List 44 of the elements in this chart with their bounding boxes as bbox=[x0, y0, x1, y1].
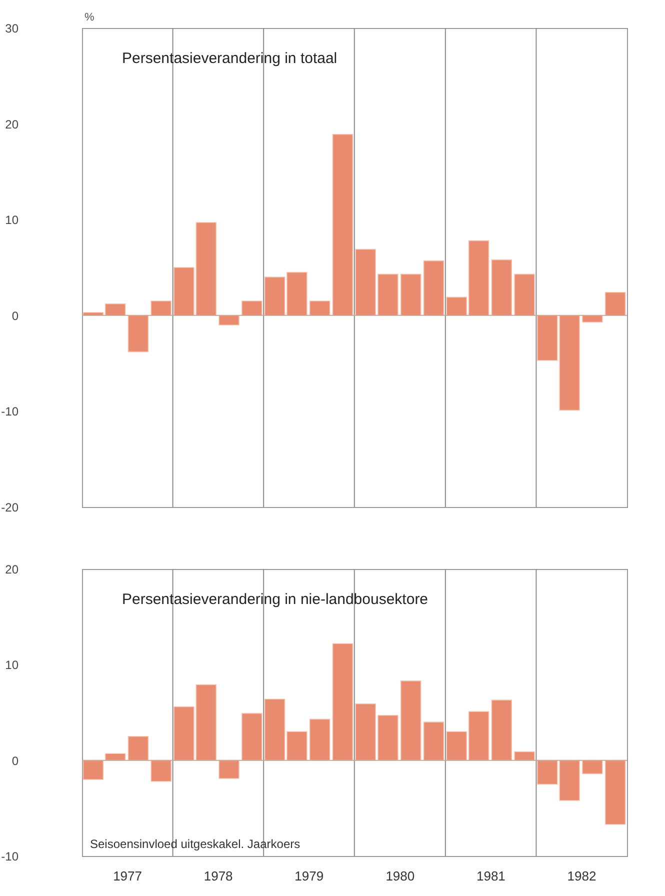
bar bbox=[332, 643, 354, 761]
text: Persentasieverandering in nie-landbousektore bbox=[122, 591, 428, 608]
bar bbox=[423, 722, 444, 761]
bar bbox=[582, 760, 603, 774]
x-tick-label: 1979 bbox=[294, 868, 324, 884]
y-tick-label: 30 bbox=[5, 22, 19, 36]
bar bbox=[150, 300, 172, 316]
bar bbox=[514, 751, 535, 761]
y-tick-label: -10 bbox=[1, 404, 19, 419]
x-tick-label: 1981 bbox=[476, 868, 506, 884]
x-tick-label: 1982 bbox=[567, 868, 596, 884]
y-tick-label: 20 bbox=[5, 117, 19, 132]
bar bbox=[332, 134, 354, 316]
bar bbox=[128, 315, 149, 352]
y-axis-title: % bbox=[84, 12, 94, 24]
bar bbox=[423, 260, 444, 316]
bar bbox=[82, 760, 104, 780]
bar bbox=[400, 680, 422, 761]
x-tick-label: 1980 bbox=[386, 868, 415, 884]
bar bbox=[309, 718, 330, 761]
y-tick-label: 10 bbox=[5, 213, 19, 228]
bar bbox=[514, 274, 535, 316]
bar bbox=[604, 760, 626, 825]
y-tick-label: 10 bbox=[5, 658, 19, 672]
bar bbox=[400, 274, 422, 316]
x-tick-label: 1977 bbox=[113, 868, 142, 884]
y-tick-label: 0 bbox=[12, 754, 19, 768]
bar bbox=[128, 736, 149, 761]
bar bbox=[104, 753, 126, 761]
y-tick-label: -20 bbox=[1, 500, 19, 514]
text: Persentasieverandering in totaal bbox=[122, 50, 338, 67]
bar bbox=[150, 760, 172, 782]
bar bbox=[242, 300, 262, 316]
y-tick-label: 20 bbox=[5, 562, 19, 576]
bar bbox=[242, 713, 262, 761]
bar bbox=[604, 292, 626, 316]
bar bbox=[218, 315, 240, 326]
y-tick-label: 0 bbox=[12, 308, 19, 323]
bar bbox=[491, 700, 512, 761]
bar bbox=[218, 760, 240, 779]
bar bbox=[309, 300, 330, 316]
bar bbox=[491, 259, 512, 316]
y-tick-label: -10 bbox=[1, 850, 19, 864]
x-tick-label: 1978 bbox=[204, 868, 233, 884]
